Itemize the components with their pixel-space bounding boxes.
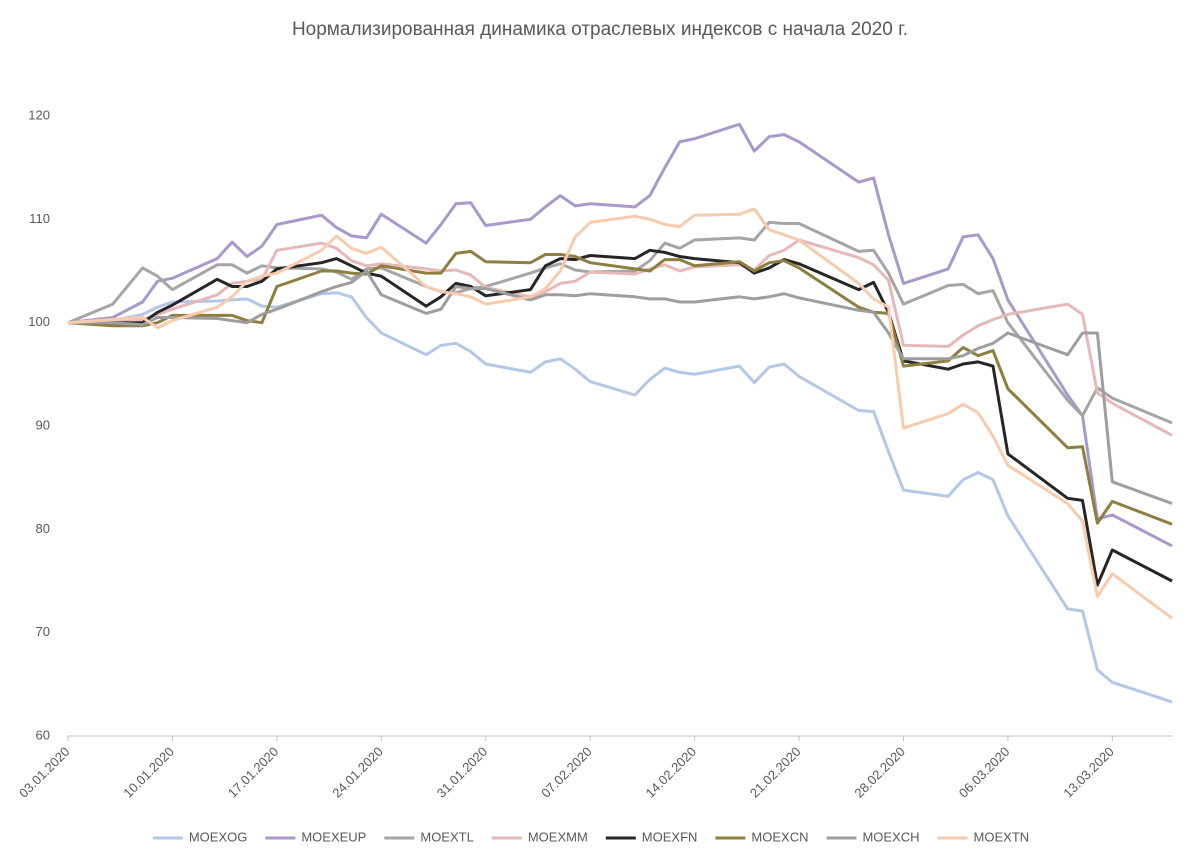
x-tick-label: 10.01.2020 [120, 744, 177, 801]
y-tick-label: 80 [36, 521, 50, 536]
legend-label: MOEXTL [420, 829, 473, 844]
legend-label: MOEXCH [862, 829, 919, 844]
series-line [67, 249, 1173, 526]
y-tick-label: 100 [28, 314, 50, 329]
chart-title: Нормализированная динамика отраслевых ин… [292, 19, 908, 40]
x-tick-label: 17.01.2020 [225, 744, 282, 801]
y-tick-label: 110 [29, 211, 50, 226]
series-line [67, 207, 1173, 620]
x-tick-label: 24.01.2020 [329, 744, 386, 801]
legend-label: MOEXOG [189, 829, 248, 844]
series-line [67, 122, 1173, 548]
y-tick-label: 60 [36, 727, 50, 742]
series-line [68, 269, 1173, 505]
legend-label: MOEXMM [528, 829, 588, 844]
x-tick-label: 14.02.2020 [643, 744, 700, 801]
series-line [67, 220, 1173, 425]
y-tick-label: 120 [28, 107, 50, 122]
series-line [67, 291, 1173, 704]
x-tick-label: 13.03.2020 [1060, 744, 1117, 801]
x-tick-label: 03.01.2020 [16, 744, 73, 801]
legend-label: MOEXFN [642, 829, 698, 844]
x-tick-label: 21.02.2020 [747, 744, 804, 801]
legend-label: MOEXTN [974, 829, 1030, 844]
y-tick-label: 90 [36, 417, 50, 432]
x-tick-label: 07.02.2020 [538, 744, 595, 801]
series-line [67, 238, 1173, 437]
y-tick-label: 70 [36, 624, 50, 639]
x-tick-label: 31.01.2020 [434, 744, 491, 801]
legend-label: MOEXCN [751, 829, 808, 844]
legend-label: MOEXEUP [301, 829, 366, 844]
x-tick-label: 28.02.2020 [851, 744, 908, 801]
series-line [68, 248, 1173, 587]
x-tick-label: 06.03.2020 [956, 744, 1013, 801]
